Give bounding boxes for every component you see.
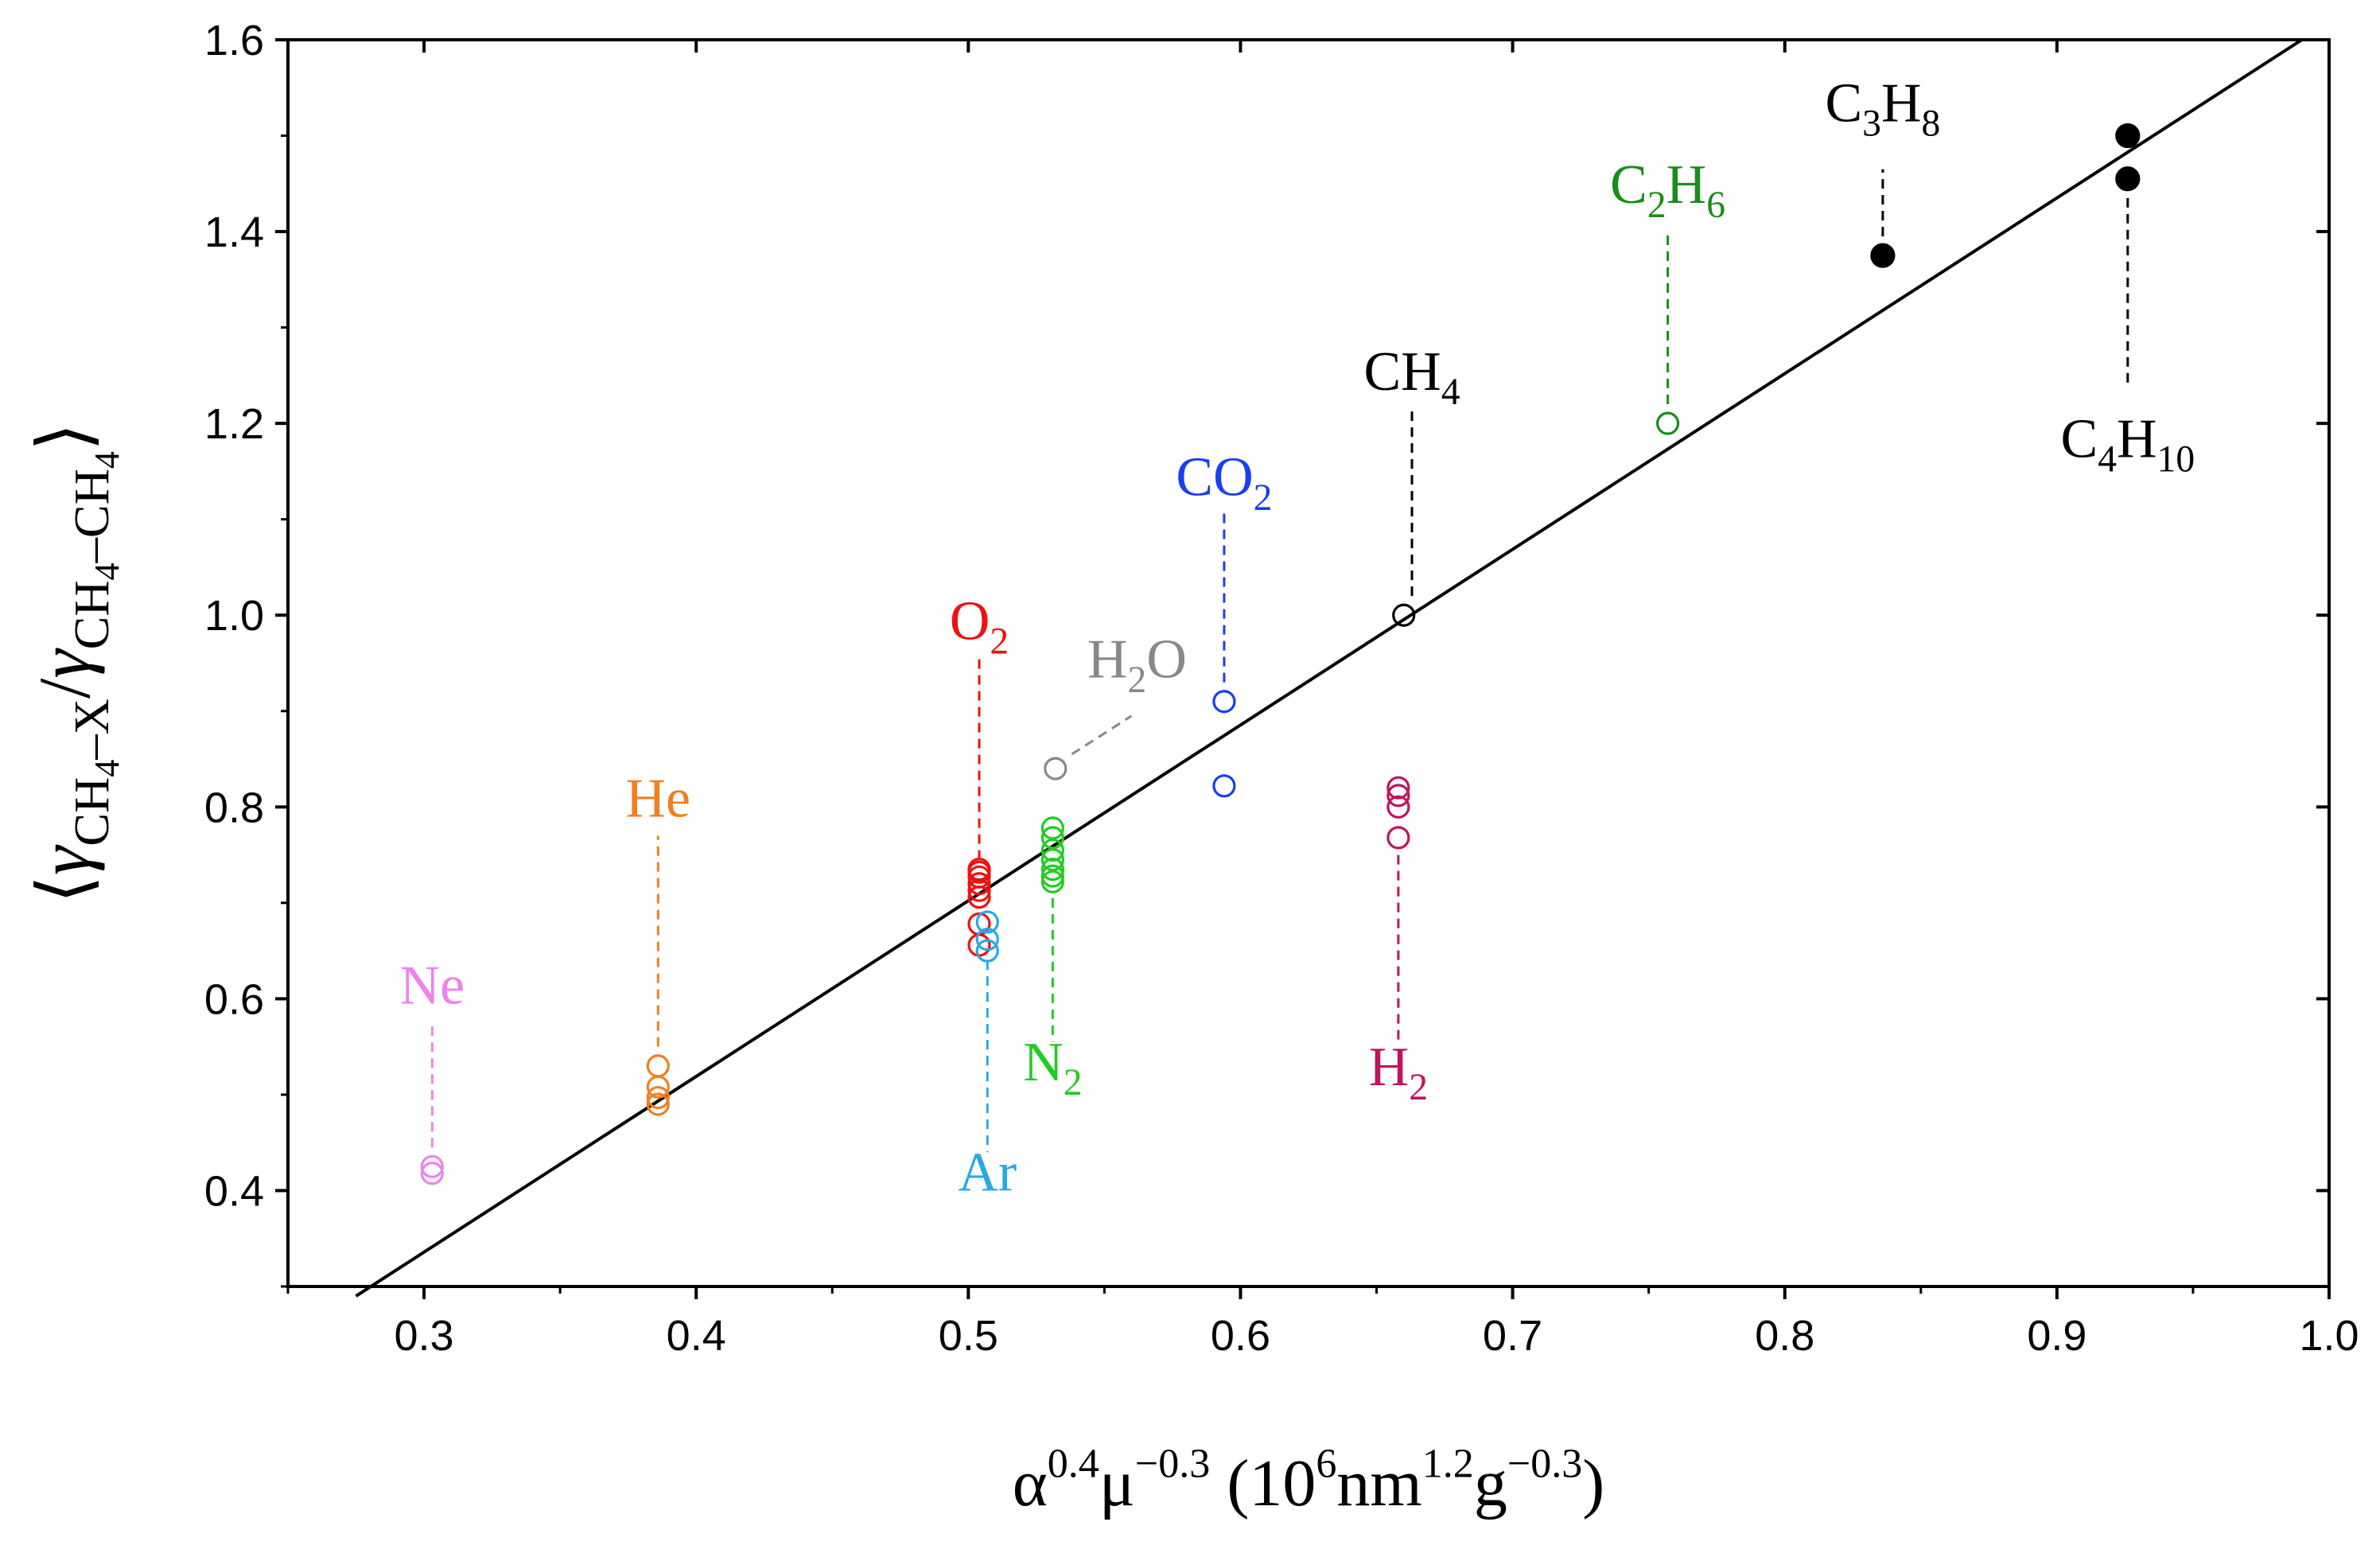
y-tick-label: 0.8	[204, 784, 264, 831]
data-point-n2	[1040, 870, 1064, 893]
data-point-c2h6	[1656, 411, 1680, 435]
x-tick-label: 0.8	[1755, 1312, 1814, 1360]
fit-line	[355, 38, 2303, 1298]
data-point-n2	[1040, 838, 1064, 862]
data-point-o2	[967, 885, 991, 909]
plot-frame	[286, 38, 2331, 1288]
x-tick-label: 0.7	[1483, 1312, 1542, 1360]
x-tick-label: 0.9	[2027, 1312, 2086, 1360]
x-tick-label: 1.0	[2299, 1312, 2359, 1360]
x-tick-label: 0.3	[395, 1312, 454, 1360]
data-point-ch4	[1392, 603, 1416, 627]
data-point-n2	[1040, 816, 1064, 840]
label-ch4: CH4	[1363, 341, 1460, 413]
label-co2: CO2	[1176, 447, 1272, 519]
data-point-h2	[1386, 776, 1410, 800]
data-point-ar	[975, 910, 999, 934]
label-ne: Ne	[400, 955, 465, 1016]
data-point-c4h10	[2115, 123, 2141, 149]
data-point-n2	[1040, 864, 1064, 888]
data-point-ne	[420, 1154, 444, 1178]
label-c4h10: C4H10	[2060, 408, 2195, 480]
x-tick-label: 0.5	[939, 1312, 998, 1360]
data-point-o2	[967, 860, 991, 884]
data-point-h2o	[1044, 757, 1068, 780]
label-c2h6: C2H6	[1610, 154, 1725, 226]
data-point-ne	[420, 1162, 444, 1185]
y-tick-label: 1.0	[204, 592, 264, 640]
x-tick-label: 0.4	[667, 1312, 726, 1360]
axis-titles-layer: α0.4μ−0.3 (106nm1.2g−0.3) ⟨γCH4–X/γCH4–CH…	[24, 422, 1604, 1520]
data-point-he	[646, 1054, 670, 1078]
data-point-ar	[975, 939, 999, 963]
label-h2o: H2O	[1087, 629, 1187, 701]
y-tick-label: 1.2	[204, 400, 264, 448]
y-tick-label: 1.4	[204, 208, 264, 256]
data-point-o2	[967, 872, 991, 896]
data-point-he	[646, 1075, 670, 1099]
y-tick-label: 0.6	[204, 975, 264, 1023]
data-point-co2	[1212, 774, 1236, 798]
data-point-n2	[1040, 848, 1064, 872]
data-point-co2	[1212, 690, 1236, 714]
y-tick-label: 0.4	[204, 1167, 264, 1215]
label-o2: O2	[950, 590, 1009, 662]
data-points-layer	[420, 123, 2141, 1185]
label-ar: Ar	[958, 1142, 1017, 1203]
data-point-n2	[1040, 858, 1064, 882]
data-point-h2	[1386, 784, 1410, 808]
data-point-h2	[1386, 795, 1410, 819]
label-n2: N2	[1023, 1032, 1082, 1103]
data-point-he	[646, 1092, 670, 1116]
y-tick-label: 1.6	[204, 17, 264, 64]
label-c3h8: C3H8	[1825, 72, 1940, 144]
leader-line-h2o	[1071, 714, 1133, 756]
data-point-he	[646, 1085, 670, 1110]
data-point-h2	[1386, 826, 1410, 850]
label-he: He	[625, 768, 690, 829]
y-axis-title: ⟨γCH4–X/γCH4–CH4⟩	[24, 422, 126, 904]
leader-lines-layer	[430, 169, 2129, 1153]
fit-line-layer	[355, 38, 2303, 1298]
data-point-c3h8	[1870, 243, 1896, 268]
axes-layer: 0.3 0.4 0.5 0.6 0.7 0.8 0.9 1.0 0.4 0.6 0.8 1.0 1.2 1…	[204, 17, 2359, 1360]
label-h2: H2	[1369, 1037, 1428, 1108]
x-tick-label: 0.6	[1211, 1312, 1270, 1360]
data-point-c4h10	[2115, 166, 2141, 192]
data-point-o2	[967, 878, 991, 902]
data-point-ar	[975, 928, 999, 952]
x-axis-title: α0.4μ−0.3 (106nm1.2g−0.3)	[1013, 1442, 1605, 1520]
data-point-n2	[1040, 826, 1064, 850]
